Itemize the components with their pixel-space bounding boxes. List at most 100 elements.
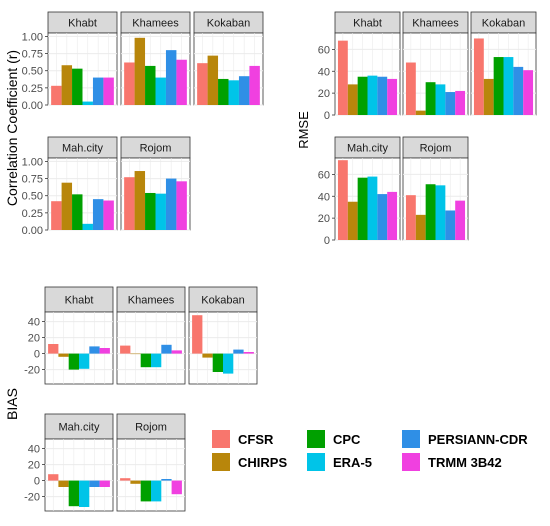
chart2-mah-city-bar-era-5 — [367, 176, 378, 240]
legend-item-persiann-cdr: PERSIANN-CDR — [402, 430, 528, 448]
chart2-kokaban-bar-persiann-cdr — [513, 66, 524, 115]
chart1-y-axis-title: Correlation Coefficient (r) — [4, 50, 20, 206]
chart2-rojom-bar-trmm-3b42 — [455, 200, 466, 240]
legend-label-era5: ERA-5 — [333, 454, 373, 470]
chart1-khamees-bar-trmm-3b42 — [176, 59, 187, 105]
chart2-mah-city-strip-label: Mah.city — [347, 143, 388, 155]
chart3-khabt-bar-trmm-3b42 — [99, 348, 110, 354]
chart1-khabt-bar-persiann-cdr — [92, 77, 104, 105]
chart2-khabt-bar-cpc — [357, 76, 368, 115]
chart2-kokaban-bar-chirps — [483, 78, 494, 115]
chart3-khabt-ytick-label-1: 0 — [34, 349, 40, 361]
chart1-rojom-bar-cfsr — [124, 177, 135, 230]
chart2-mah-city-bar-trmm-3b42 — [387, 191, 398, 240]
chart2-mah-city-ytick-label-2: 40 — [318, 191, 330, 203]
chart3-khamees-bar-cfsr — [120, 345, 131, 354]
chart2-khamees-bar-chirps — [415, 110, 426, 115]
chart2-kokaban-bar-trmm-3b42 — [523, 70, 534, 115]
chart3-mah-city-bar-era-5 — [79, 480, 90, 507]
chart2-khabt-bar-persiann-cdr — [377, 76, 388, 115]
chart1-mah-city-bar-era-5 — [82, 223, 93, 230]
chart3-mah-city-bar-cfsr — [48, 474, 59, 481]
chart3-rojom-strip-label: Rojom — [135, 422, 167, 434]
chart1-khamees-bar-cpc — [145, 65, 156, 105]
legend-item-era5: ERA-5 — [307, 453, 372, 471]
chart3-rojom-bar-era-5 — [151, 480, 162, 502]
chart2-kokaban-bar-era-5 — [503, 57, 514, 115]
chart3-rojom-bar-chirps — [130, 480, 141, 484]
legend-label-cfsr: CFSR — [238, 431, 274, 447]
legend-item-cpc: CPC — [307, 430, 360, 448]
chart3-mah-city-ytick-label-3: 40 — [28, 444, 40, 456]
chart2-khabt-bar-chirps — [347, 84, 358, 115]
chart2-khabt-bar-era-5 — [367, 75, 378, 115]
chart3-khabt-strip-label: Khabt — [65, 295, 94, 307]
chart3-khabt-bar-era-5 — [79, 353, 90, 369]
chart3-kokaban-bar-era-5 — [223, 353, 234, 374]
chart1-kokaban-strip-label: Kokaban — [207, 18, 250, 30]
chart3-kokaban-bar-cfsr — [192, 315, 203, 354]
legend-label-cpc: CPC — [333, 431, 361, 447]
chart3-khamees-bar-cpc — [140, 353, 151, 368]
chart3-khamees-strip-label: Khamees — [128, 295, 175, 307]
chart3-kokaban-bar-cpc — [212, 353, 223, 372]
chart1-mah-city-bar-persiann-cdr — [92, 199, 104, 230]
chart2-kokaban-bar-cpc — [493, 57, 504, 115]
chart3-y-axis-title: BIAS — [4, 388, 20, 420]
chart1-khabt-ytick-label-0: 0.00 — [22, 100, 43, 112]
chart2-khamees-bar-persiann-cdr — [445, 92, 456, 115]
chart1-khabt-ytick-label-1: 0.25 — [22, 83, 43, 95]
chart1-khabt-ytick-label-3: 0.75 — [22, 49, 43, 61]
chart1-rojom-bar-chirps — [134, 171, 146, 230]
legend-label-trmm-3b42: TRMM 3B42 — [428, 454, 502, 470]
legend-label-persiann-cdr: PERSIANN-CDR — [428, 431, 528, 447]
chart1-rojom-bar-era-5 — [155, 193, 166, 230]
chart3-kokaban-bar-persiann-cdr — [233, 349, 244, 354]
legend-swatch-cfsr — [212, 430, 230, 448]
chart3-mah-city-bar-persiann-cdr — [89, 480, 100, 487]
chart1-mah-city-bar-cfsr — [51, 201, 62, 230]
chart2-khabt-bar-cfsr — [337, 40, 348, 115]
chart2-mah-city-bar-persiann-cdr — [377, 194, 388, 240]
chart3-khamees-bar-era-5 — [151, 353, 162, 368]
chart1-mah-city-ytick-label-4: 1.00 — [22, 156, 43, 168]
chart2-khabt-ytick-label-0: 0 — [324, 110, 330, 122]
chart2-khamees-bar-trmm-3b42 — [455, 90, 466, 115]
chart2-mah-city-ytick-label-0: 0 — [324, 235, 330, 247]
chart3-khabt-bar-persiann-cdr — [89, 346, 100, 354]
chart2-rojom-strip-label: Rojom — [420, 143, 452, 155]
chart2-rojom-bar-chirps — [415, 214, 426, 240]
chart2-rojom-bar-persiann-cdr — [445, 210, 456, 240]
chart2-mah-city-bar-chirps — [347, 201, 358, 240]
chart1-khamees-bar-chirps — [134, 37, 146, 105]
chart3-kokaban-bar-chirps — [202, 353, 213, 358]
chart1-khabt-bar-cpc — [72, 68, 83, 105]
chart1-rojom-bar-trmm-3b42 — [176, 181, 187, 230]
chart2-mah-city-bar-cpc — [357, 177, 368, 240]
chart1-khabt-strip-label: Khabt — [68, 18, 97, 30]
chart1-mah-city-ytick-label-0: 0.00 — [22, 225, 43, 237]
chart1-khabt-bar-cfsr — [51, 85, 62, 105]
chart2-kokaban-strip-label: Kokaban — [482, 18, 525, 30]
chart2-mah-city-bar-cfsr — [337, 160, 348, 240]
chart2-khabt-ytick-label-2: 40 — [318, 66, 330, 78]
legend-item-trmm-3b42: TRMM 3B42 — [402, 453, 502, 471]
chart3-kokaban-strip — [188, 286, 258, 313]
chart1-mah-city-ytick-label-1: 0.25 — [22, 208, 43, 220]
chart1-rojom-bar-cpc — [145, 192, 156, 230]
chart1-khabt-bar-era-5 — [82, 101, 93, 105]
chart1-mah-city-ytick-label-3: 0.75 — [22, 174, 43, 186]
chart3-mah-city-bar-trmm-3b42 — [99, 480, 110, 487]
legend-swatch-era5 — [307, 453, 325, 471]
chart3-khabt-ytick-label-3: 40 — [28, 317, 40, 329]
chart1-kokaban-bar-era-5 — [228, 80, 239, 105]
chart1-khabt-ytick-label-2: 0.50 — [22, 66, 43, 78]
chart1-kokaban-bar-chirps — [207, 55, 219, 105]
chart1-khamees-bar-persiann-cdr — [165, 50, 177, 105]
chart2-khabt-strip-label: Khabt — [353, 18, 382, 30]
chart1-khabt-ytick-label-4: 1.00 — [22, 31, 43, 43]
chart2-khamees-bar-cfsr — [405, 62, 416, 115]
chart1-kokaban-bar-cfsr — [197, 63, 208, 105]
chart3-mah-city-ytick-label-1: 0 — [34, 476, 40, 488]
